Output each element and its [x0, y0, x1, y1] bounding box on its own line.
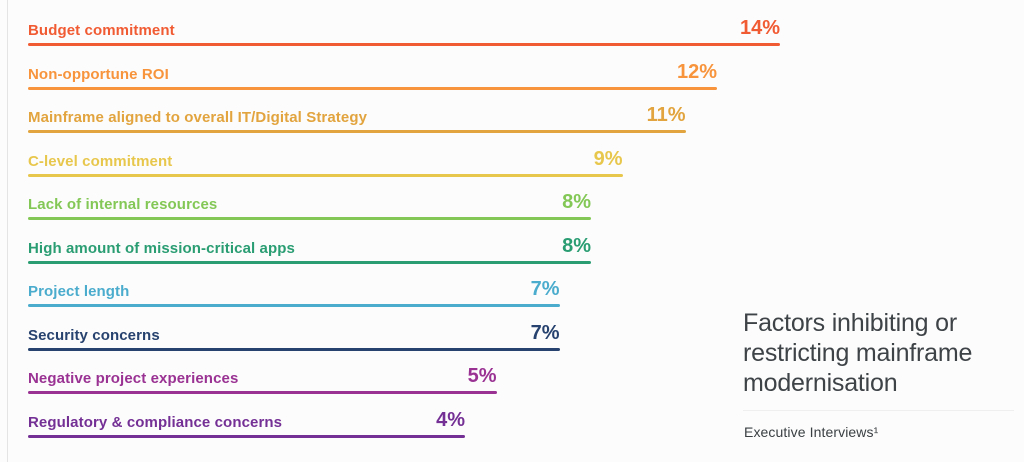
- bar-category-label: Mainframe aligned to overall IT/Digital …: [28, 109, 368, 126]
- bar-category-label: High amount of mission-critical apps: [28, 239, 295, 257]
- bar-value-label: 5%: [467, 365, 497, 387]
- bar-category-label: Lack of internal resources: [28, 196, 218, 213]
- bar-category-label: Security concerns: [28, 326, 160, 344]
- bar: [28, 130, 686, 133]
- bar-row: Security concerns 7%: [28, 321, 560, 351]
- bar-value-label: 14%: [739, 17, 780, 39]
- bar-value-label: 7%: [530, 278, 560, 300]
- bar-value-label: 4%: [436, 408, 465, 431]
- bar: [28, 260, 591, 264]
- bar-value-label: 7%: [530, 321, 560, 344]
- chart-title-block: Factors inhibiting or restricting mainfr…: [743, 308, 993, 398]
- bar: [28, 86, 717, 90]
- divider-line: [743, 410, 1014, 411]
- bar-row: Negative project experiences 5%: [28, 364, 497, 394]
- bar: [28, 347, 560, 351]
- page-edge-line: [7, 0, 8, 462]
- bar-row: Regulatory & compliance concerns 4%: [28, 408, 465, 438]
- bar-value-label: 12%: [676, 60, 717, 83]
- bar-row: Project length 7%: [28, 277, 560, 307]
- bar-value-label: 8%: [562, 191, 591, 213]
- bar-row: Mainframe aligned to overall IT/Digital …: [28, 103, 686, 133]
- bar-row: C-level commitment 9%: [28, 147, 623, 177]
- bar-value-label: 9%: [593, 147, 623, 170]
- bar: [28, 434, 465, 438]
- bar-row: Lack of internal resources 8%: [28, 190, 591, 220]
- bar-value-label: 8%: [562, 234, 591, 257]
- bar: [28, 391, 497, 394]
- bar-category-label: Regulatory & compliance concerns: [28, 413, 283, 431]
- bar: [28, 217, 591, 220]
- bar-value-label: 11%: [646, 104, 686, 126]
- bar: [28, 43, 780, 46]
- bar-row: High amount of mission-critical apps 8%: [28, 234, 591, 264]
- bar-category-label: C-level commitment: [28, 152, 173, 170]
- chart-title: Factors inhibiting or restricting mainfr…: [743, 309, 973, 397]
- bar-category-label: Negative project experiences: [28, 370, 239, 387]
- bar-row: Non-opportune ROI 12%: [28, 60, 717, 90]
- bar-row: Budget commitment 14%: [28, 16, 780, 46]
- bar-category-label: Project length: [28, 283, 130, 300]
- source-note: Executive Interviews¹: [744, 424, 879, 440]
- bar-category-label: Non-opportune ROI: [28, 65, 169, 83]
- bar-category-label: Budget commitment: [28, 22, 175, 39]
- bar: [28, 304, 560, 307]
- bar: [28, 173, 623, 177]
